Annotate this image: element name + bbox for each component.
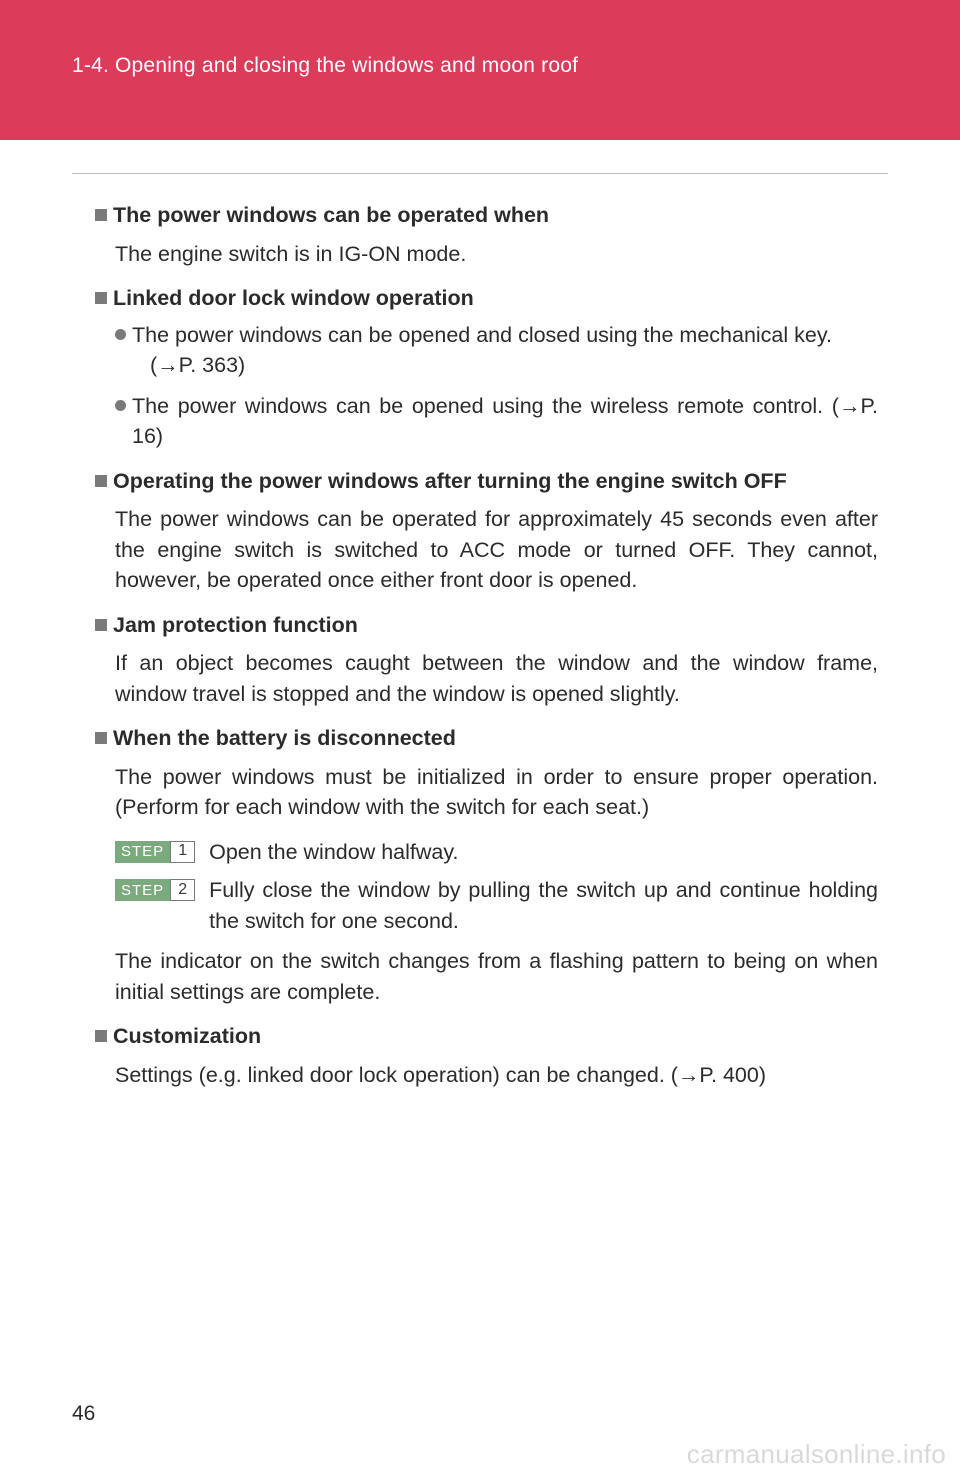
- square-bullet-icon: [95, 619, 107, 631]
- section-body: The engine switch is in IG-ON mode.: [115, 239, 878, 270]
- bullet-text: The power windows can be opened and clos…: [132, 320, 878, 381]
- step-number: 1: [170, 841, 195, 863]
- section-title: Customization: [113, 1024, 261, 1048]
- bullet-item: The power windows can be opened using th…: [115, 391, 878, 452]
- section: The power windows can be operated when T…: [95, 200, 878, 269]
- watermark: carmanualsonline.info: [687, 1439, 946, 1470]
- bullet-text: The power windows can be opened using th…: [132, 391, 878, 452]
- step-badge: STEP1: [115, 841, 195, 863]
- section-body: Settings (e.g. linked door lock operatio…: [115, 1060, 878, 1091]
- section-body: The indicator on the switch changes from…: [115, 946, 878, 1007]
- section: Linked door lock window operation The po…: [95, 283, 878, 452]
- section: Operating the power windows after turnin…: [95, 466, 878, 596]
- section: Jam protection function If an object bec…: [95, 610, 878, 710]
- step-text: Fully close the window by pulling the sw…: [209, 875, 878, 936]
- section: Customization Settings (e.g. linked door…: [95, 1021, 878, 1090]
- step-row: STEP1 Open the window halfway.: [115, 837, 878, 868]
- bullet-item: The power windows can be opened and clos…: [115, 320, 878, 381]
- bullet-line: The power windows can be opened and clos…: [132, 323, 832, 347]
- section-body: The power windows can be operated for ap…: [115, 504, 878, 596]
- square-bullet-icon: [95, 292, 107, 304]
- circle-bullet-icon: [115, 329, 126, 340]
- step-label: STEP: [115, 879, 170, 901]
- page-content: The power windows can be operated when T…: [95, 200, 878, 1104]
- section-body: If an object becomes caught between the …: [115, 648, 878, 709]
- square-bullet-icon: [95, 209, 107, 221]
- step-row: STEP2 Fully close the window by pulling …: [115, 875, 878, 936]
- section-title: Operating the power windows after turnin…: [113, 469, 787, 493]
- bullet-line: The power windows can be opened using th…: [132, 394, 878, 449]
- section-body: The power windows must be initialized in…: [115, 762, 878, 823]
- page-number: 46: [72, 1402, 95, 1426]
- step-text: Open the window halfway.: [209, 837, 878, 868]
- step-number: 2: [170, 879, 195, 901]
- square-bullet-icon: [95, 1030, 107, 1042]
- circle-bullet-icon: [115, 400, 126, 411]
- section-title: Jam protection function: [113, 613, 358, 637]
- section-title: The power windows can be operated when: [113, 203, 549, 227]
- square-bullet-icon: [95, 732, 107, 744]
- step-label: STEP: [115, 841, 170, 863]
- section-title: Linked door lock window operation: [113, 286, 474, 310]
- header-title: 1-4. Opening and closing the windows and…: [72, 54, 578, 77]
- section: When the battery is disconnected The pow…: [95, 723, 878, 1007]
- step-badge: STEP2: [115, 879, 195, 901]
- header-bar: 1-4. Opening and closing the windows and…: [0, 0, 960, 140]
- section-title: When the battery is disconnected: [113, 726, 456, 750]
- square-bullet-icon: [95, 475, 107, 487]
- divider-line: [72, 173, 888, 174]
- bullet-line: (→P. 363): [150, 353, 245, 377]
